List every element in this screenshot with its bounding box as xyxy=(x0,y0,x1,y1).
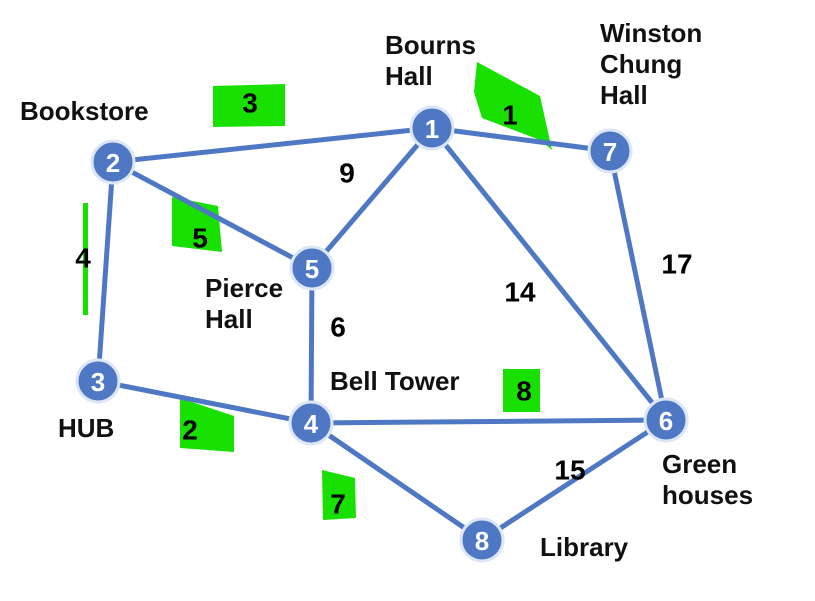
node-5 xyxy=(289,245,335,291)
node-2 xyxy=(90,139,136,185)
highlight-4-8 xyxy=(322,470,356,520)
place-label-3: HUB xyxy=(58,413,114,443)
edge-weight-4-8: 7 xyxy=(330,489,346,520)
node-7 xyxy=(587,128,633,174)
node-number-3: 3 xyxy=(91,367,105,397)
edge-1-5 xyxy=(309,125,435,271)
edge-weight-1-5: 9 xyxy=(339,158,355,189)
highlight-marks xyxy=(83,62,552,520)
node-1 xyxy=(409,105,455,151)
edge-5-4 xyxy=(308,265,315,426)
edge-2-5 xyxy=(110,159,315,271)
edge-weight-8-6: 15 xyxy=(554,455,585,486)
place-label-7: Winston Chung Hall xyxy=(600,18,702,110)
place-label-6: Green houses xyxy=(662,449,753,510)
edge-3-4 xyxy=(95,378,314,426)
highlight-3-4 xyxy=(180,398,234,452)
edge-4-6 xyxy=(308,417,669,426)
edge-2-3 xyxy=(95,159,116,384)
place-label-line: Green xyxy=(662,449,737,479)
node-number-4: 4 xyxy=(304,409,319,439)
edge-2-1 xyxy=(110,125,435,165)
node-number-5: 5 xyxy=(305,254,319,284)
node-number-6: 6 xyxy=(659,406,673,436)
edge-weight-1-6: 14 xyxy=(504,277,536,308)
node-3 xyxy=(75,358,121,404)
edge-weight-7-6: 17 xyxy=(661,249,692,280)
edge-4-8 xyxy=(308,420,485,543)
place-label-line: Bourns xyxy=(385,30,476,60)
place-label-5: Pierce Hall xyxy=(205,273,283,334)
highlight-2-1 xyxy=(213,84,285,127)
node-4 xyxy=(288,400,334,446)
node-8 xyxy=(459,517,505,563)
edge-weight-5-4: 6 xyxy=(330,312,346,343)
node-number-7: 7 xyxy=(603,137,617,167)
place-label-line: Hall xyxy=(600,80,648,110)
node-number-2: 2 xyxy=(106,148,120,178)
place-label-line: Bell Tower xyxy=(330,366,460,396)
place-label-line: Hall xyxy=(385,61,433,91)
edge-weight-2-1: 3 xyxy=(242,88,258,119)
edge-weight-1-7: 1 xyxy=(502,100,518,131)
edge-8-6 xyxy=(479,417,669,543)
place-label-line: houses xyxy=(662,480,753,510)
place-label-line: Bookstore xyxy=(20,96,149,126)
place-label-2: Bookstore xyxy=(20,96,149,126)
place-label-line: Pierce xyxy=(205,273,283,303)
edge-weight-4-6: 8 xyxy=(516,376,532,407)
place-label-line: Library xyxy=(540,532,629,562)
graph-edges xyxy=(95,125,669,543)
place-label-line: Hall xyxy=(205,304,253,334)
place-label-8: Library xyxy=(540,532,629,562)
edge-1-6 xyxy=(429,125,669,423)
node-number-8: 8 xyxy=(475,526,489,556)
node-number-1: 1 xyxy=(425,114,439,144)
highlight-2-3 xyxy=(83,203,88,315)
place-label-line: Chung xyxy=(600,49,682,79)
node-6 xyxy=(643,397,689,443)
edge-weight-3-4: 2 xyxy=(182,415,198,446)
place-label-4: Bell Tower xyxy=(330,366,460,396)
place-label-line: Winston xyxy=(600,18,702,48)
highlight-4-6 xyxy=(503,369,540,412)
edge-weight-2-3: 4 xyxy=(75,243,91,274)
edge-7-6 xyxy=(607,148,669,423)
place-label-1: Bourns Hall xyxy=(385,30,476,91)
highlight-1-7 xyxy=(474,62,552,150)
place-label-line: HUB xyxy=(58,413,114,443)
edge-1-7 xyxy=(429,125,613,154)
edge-weight-2-5: 5 xyxy=(192,223,208,254)
